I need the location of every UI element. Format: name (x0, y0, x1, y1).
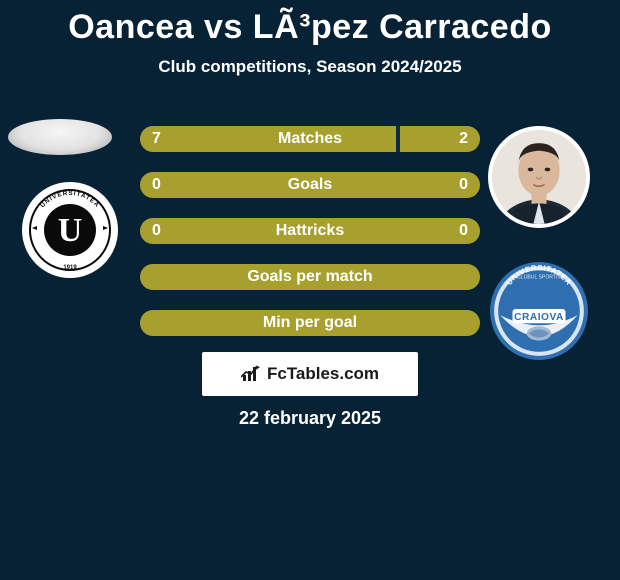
stat-bars: Matches72Goals00Hattricks00Goals per mat… (140, 126, 480, 356)
stat-bar: Goals per match (140, 264, 480, 290)
stat-bar-label: Min per goal (140, 310, 480, 336)
stat-bar-label: Goals per match (140, 264, 480, 290)
stat-bar: Hattricks0 0 (140, 218, 480, 244)
stat-bar: Min per goal (140, 310, 480, 336)
club-right-top-small: CLUBUL SPORTIV (517, 274, 561, 280)
site-logo: FcTables.com (202, 352, 418, 396)
stat-bar: Matches7 2 (140, 126, 480, 152)
stat-bar-label: Hattricks (140, 218, 480, 244)
player-right-avatar (488, 126, 590, 228)
page-subtitle: Club competitions, Season 2024/2025 (0, 57, 620, 77)
club-left-year: 1919 (63, 265, 77, 271)
stat-bar-value-left: 7 (152, 126, 161, 152)
club-left-letter: U (58, 212, 83, 249)
site-logo-text: FcTables.com (267, 364, 379, 384)
stat-bar-value-left: 0 (152, 218, 161, 244)
footer-date: 22 february 2025 (0, 408, 620, 429)
page-title: Oancea vs LÃ³pez Carracedo (0, 0, 620, 47)
chart-icon (241, 365, 261, 383)
club-right-center: CRAIOVA (514, 312, 564, 323)
comparison-card: Oancea vs LÃ³pez Carracedo Club competit… (0, 0, 620, 580)
stat-bar-value-right: 2 (459, 126, 468, 152)
player-left-avatar (8, 119, 112, 155)
stat-bar-label: Matches (140, 126, 480, 152)
club-right-crest: UNIVERSITATEA CRAIOVA CLUBUL SPORTIV (488, 260, 590, 362)
stat-bar-value-right: 0 (459, 172, 468, 198)
stat-bar: Goals0 0 (140, 172, 480, 198)
club-left-crest: U UNIVERSITATEA CLUJ 1919 (20, 180, 120, 280)
stat-bar-value-left: 0 (152, 172, 161, 198)
stat-bar-value-right: 0 (459, 218, 468, 244)
stat-bar-label: Goals (140, 172, 480, 198)
